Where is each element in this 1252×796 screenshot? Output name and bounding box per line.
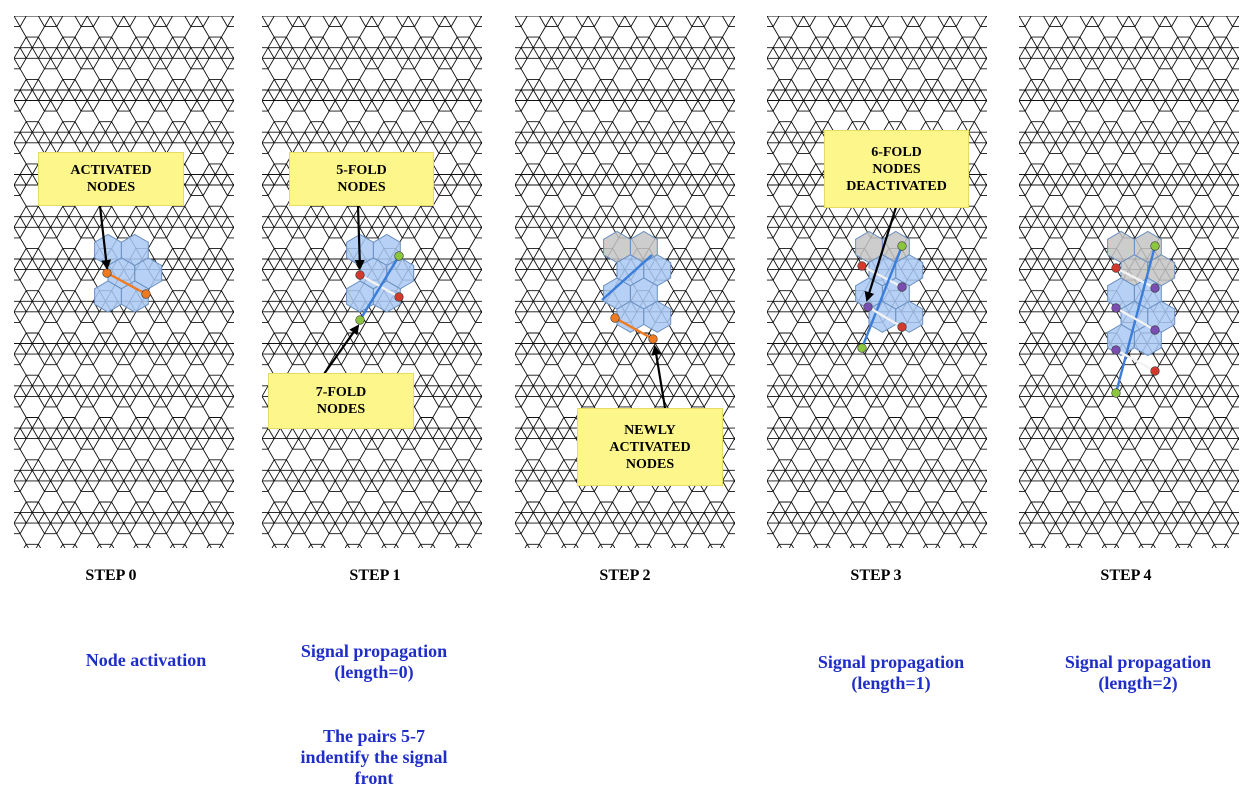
signal-edge — [601, 254, 653, 301]
purple-node — [1150, 283, 1160, 293]
red-node — [897, 322, 907, 332]
signal-nodes-0 — [102, 268, 151, 299]
callout-arrow-1 — [354, 205, 365, 270]
signal-edge — [358, 255, 401, 321]
callout-arrow-3 — [651, 345, 669, 421]
signal-edge — [614, 316, 654, 341]
highlight-cluster-0 — [94, 233, 163, 313]
signal-nodes-4 — [1111, 241, 1160, 398]
step-label-2: STEP 2 — [599, 567, 651, 584]
highlight-cluster-2 — [603, 230, 672, 333]
step-label-4: STEP 4 — [1100, 567, 1152, 584]
caption-step-1: Signal propagation (length=0) — [300, 641, 448, 682]
orange-node — [141, 289, 151, 299]
signal-nodes-1 — [355, 251, 404, 325]
callout-arrow-0 — [98, 205, 112, 270]
active-hexagon — [643, 300, 672, 333]
green-node — [1111, 388, 1121, 398]
callout-arrow-2 — [323, 324, 360, 375]
red-node — [1150, 366, 1160, 376]
step-label-1: STEP 1 — [349, 567, 401, 584]
callout-newly-activated-nodes: NEWLY ACTIVATED NODES — [577, 408, 723, 486]
orange-node — [102, 268, 112, 278]
green-node — [1150, 241, 1160, 251]
callout-7-fold-nodes: 7-FOLD NODES — [268, 373, 414, 429]
red-node — [355, 270, 365, 280]
green-node — [897, 241, 907, 251]
signal-nodes-2 — [601, 254, 658, 344]
lattice-panel-4 — [1019, 16, 1239, 548]
highlight-cluster-4 — [1107, 230, 1176, 357]
signal-edge — [106, 271, 147, 296]
purple-node — [1111, 303, 1121, 313]
active-hexagon — [120, 280, 149, 313]
purple-node — [1111, 345, 1121, 355]
signal-edge — [860, 245, 904, 349]
lattice-panel-2 — [515, 16, 735, 548]
signal-edge — [1115, 306, 1156, 332]
purple-node — [1150, 325, 1160, 335]
red-node — [394, 292, 404, 302]
signal-edge — [861, 264, 903, 289]
green-node — [355, 315, 365, 325]
green-node — [857, 343, 867, 353]
orange-node — [610, 313, 620, 323]
green-node — [394, 251, 404, 261]
red-node — [1111, 263, 1121, 273]
caption-step-0: Node activation — [85, 650, 207, 670]
signal-edge — [867, 305, 903, 329]
callout-arrow-4 — [864, 203, 899, 302]
signal-edge — [1115, 266, 1156, 290]
step-label-0: STEP 0 — [85, 567, 137, 584]
caption-step-3: Signal propagation (length=1) — [817, 652, 965, 693]
signal-nodes-3 — [857, 241, 907, 353]
signal-edge — [1115, 348, 1156, 373]
callout-6-fold-deactivated: 6-FOLD NODES DEACTIVATED — [824, 130, 969, 208]
caption-step-1-note: The pairs 5-7 indentify the signal front — [300, 726, 448, 788]
purple-node — [897, 282, 907, 292]
orange-node — [648, 334, 658, 344]
lattice-mesh — [515, 16, 735, 548]
callout-activated-nodes: ACTIVATED NODES — [38, 152, 184, 206]
caption-step-4: Signal propagation (length=2) — [1064, 652, 1212, 693]
callout-5-fold-nodes: 5-FOLD NODES — [289, 152, 434, 206]
step-label-3: STEP 3 — [850, 567, 902, 584]
purple-node — [863, 302, 873, 312]
red-node — [857, 261, 867, 271]
lattice-mesh — [1019, 16, 1239, 548]
